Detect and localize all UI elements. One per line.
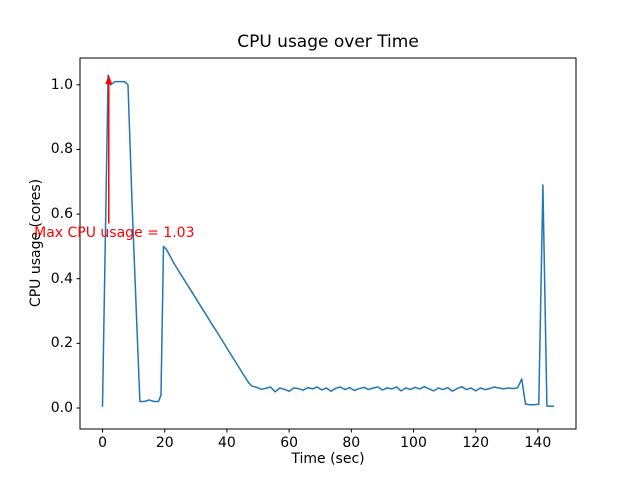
y-tick-label: 0.4 xyxy=(50,270,73,287)
max-cpu-annotation: Max CPU usage = 1.03 xyxy=(34,225,195,242)
x-ticks xyxy=(102,429,539,433)
x-tick-label: 140 xyxy=(524,435,552,451)
x-tick-label: 120 xyxy=(462,435,490,451)
y-tick-label: 0.0 xyxy=(50,399,73,416)
x-tick-label: 60 xyxy=(280,435,299,451)
axes-frame xyxy=(79,57,577,430)
y-axis-label: CPU usage (cores) xyxy=(28,178,44,308)
chart-title: CPU usage over Time xyxy=(237,32,419,52)
y-tick-label: 0.8 xyxy=(50,141,73,158)
x-tick-label: 80 xyxy=(342,435,361,451)
annotation-arrow-head xyxy=(105,75,113,85)
cpu-usage-line xyxy=(101,74,555,408)
y-ticks xyxy=(76,84,80,409)
x-axis-label: Time (sec) xyxy=(291,451,365,467)
x-tick-label: 100 xyxy=(400,435,427,451)
y-tick-label: 0.2 xyxy=(50,335,73,352)
x-tick-label: 40 xyxy=(218,435,236,451)
x-tick-label: 20 xyxy=(155,435,174,451)
y-tick-label: 1.0 xyxy=(50,76,73,93)
y-tick-label: 0.6 xyxy=(50,206,73,223)
x-tick-label: 0 xyxy=(98,435,107,451)
